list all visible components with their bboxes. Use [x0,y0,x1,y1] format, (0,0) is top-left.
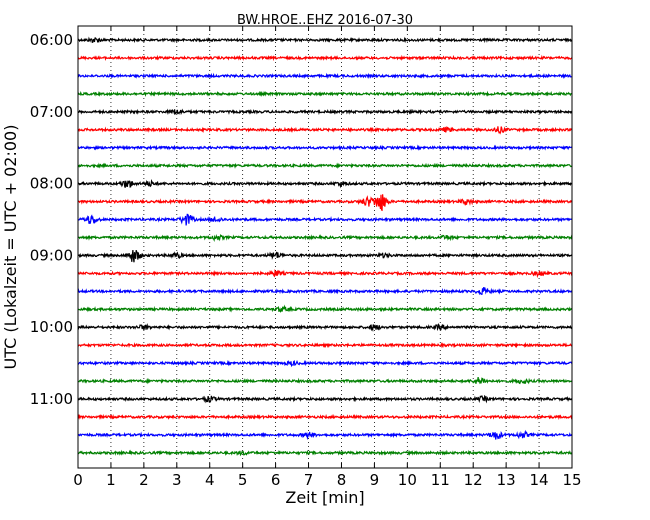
trace-line [77,376,573,385]
x-axis: 0 1 2 3 4 5 6 7 8 9 10 11 12 13 14 15 [73,26,582,489]
y-tick-label: 07:00 [30,103,73,121]
y-axis-label: UTC (Lokalzeit = UTC + 02:00) [1,125,20,370]
trace-line [77,359,573,368]
trace-line [77,144,573,151]
y-tick-label: 09:00 [30,246,73,264]
x-tick-label: 6 [271,471,281,489]
x-grid [110,26,540,468]
y-tick-label: 10:00 [30,318,73,336]
x-tick-label: 2 [139,471,149,489]
y-tick-label: 11:00 [30,390,73,408]
x-tick-label: 11 [431,471,450,489]
trace-line [77,36,573,44]
chart-title: BW.HROE..EHZ 2016-07-30 [237,13,413,28]
trace-line [77,194,573,212]
trace-group [77,36,573,457]
x-tick-label: 9 [370,471,380,489]
trace-line [77,341,573,349]
trace-line [77,213,573,226]
x-tick-label: 10 [398,471,417,489]
y-axis: 06:00 07:00 08:00 09:00 10:00 11:00 [30,31,572,408]
plot-frame [77,25,573,469]
trace-line [77,304,573,313]
x-axis-label: Zeit [min] [285,488,364,507]
trace-line [77,269,573,279]
trace-line [77,108,573,116]
trace-line [77,250,573,263]
trace-line [77,72,573,80]
trace-line [77,233,573,242]
y-tick-label: 06:00 [30,31,73,49]
trace-line [77,126,573,135]
x-tick-label: 8 [337,471,347,489]
trace-line [77,178,573,189]
x-tick-label: 12 [464,471,483,489]
x-tick-label: 4 [205,471,215,489]
x-tick-label: 13 [497,471,516,489]
trace-line [77,54,573,62]
trace-line [77,322,573,332]
x-tick-label: 5 [238,471,248,489]
trace-line [77,162,573,169]
x-tick-label: 0 [73,471,83,489]
trace-line [77,287,573,296]
trace-line [77,449,573,457]
plot-area [78,26,572,468]
trace-line [77,90,573,98]
x-tick-label: 15 [562,471,581,489]
trace-line [77,429,573,441]
x-tick-label: 3 [172,471,182,489]
x-tick-label: 7 [304,471,314,489]
trace-line [77,394,573,404]
y-tick-label: 08:00 [30,175,73,193]
x-tick-label: 1 [106,471,116,489]
trace-line [77,413,573,421]
x-tick-label: 14 [530,471,549,489]
